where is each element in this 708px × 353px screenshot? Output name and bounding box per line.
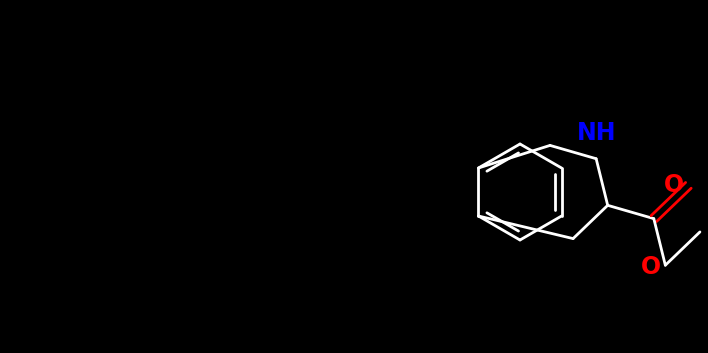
Text: NH: NH <box>576 121 616 145</box>
Text: O: O <box>641 255 661 279</box>
Text: O: O <box>664 173 685 197</box>
